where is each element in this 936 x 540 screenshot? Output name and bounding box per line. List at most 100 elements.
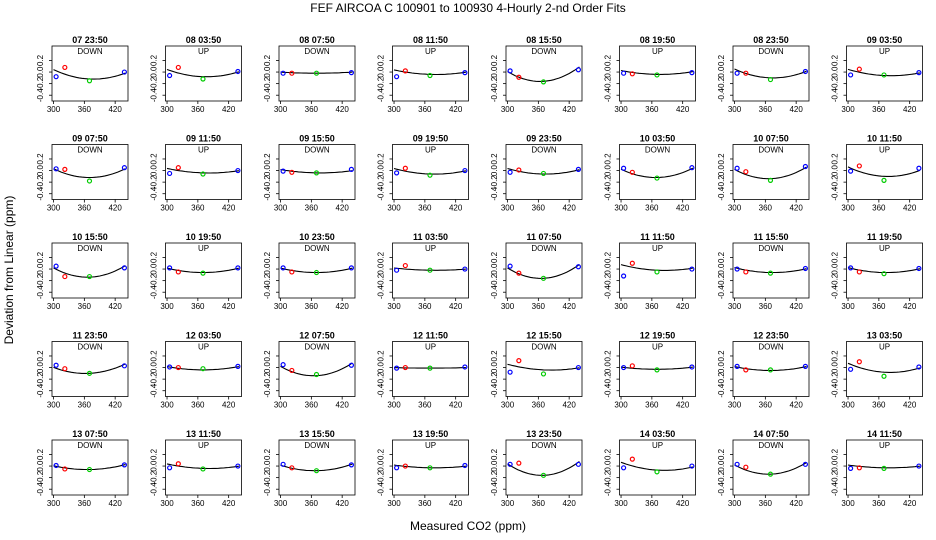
y-tick-label: 0.0	[717, 361, 726, 373]
panel-frame	[165, 341, 242, 397]
fit-curve	[280, 362, 353, 377]
data-point	[689, 266, 695, 272]
panel-title: 11 15:50	[753, 232, 788, 242]
data-point	[313, 371, 320, 378]
x-tick-label: 420	[449, 204, 463, 213]
y-tick-label: 0.0	[604, 460, 613, 472]
panel-title: 09 15:50	[299, 134, 335, 144]
y-tick-label: 0.0	[263, 263, 272, 275]
data-point	[743, 464, 749, 470]
data-point	[200, 171, 206, 177]
data-point	[734, 266, 740, 272]
panel-title: 12 19:50	[640, 331, 676, 341]
data-point	[462, 167, 468, 174]
data-point	[313, 70, 320, 76]
data-point	[516, 270, 522, 276]
y-tick-label: -0.2	[150, 470, 159, 484]
data-point	[348, 265, 355, 271]
fit-curve	[53, 69, 126, 80]
panel-direction: UP	[425, 244, 436, 253]
data-point	[427, 465, 433, 471]
panel-frame	[278, 242, 356, 299]
y-tick-label: 0.2	[490, 54, 499, 66]
y-tick-label: 0.0	[36, 66, 45, 78]
data-point	[200, 76, 206, 82]
panel-frame	[392, 439, 469, 496]
panel-frame	[392, 45, 469, 102]
y-tick-label: -0.2	[263, 372, 272, 386]
data-point	[802, 265, 809, 272]
y-tick-label: 0.0	[377, 460, 386, 472]
y-tick-label: 0.0	[717, 66, 726, 78]
panel: 10 15:50 DOWN -0.4-0.20.00.2 300 360 420	[36, 232, 129, 311]
y-tick-label: 0.0	[377, 263, 386, 275]
x-tick-label: 300	[274, 302, 288, 311]
y-tick-label: 0.0	[150, 263, 159, 275]
data-point	[394, 74, 400, 80]
y-tick-label: 0.2	[377, 251, 386, 263]
panel-direction: UP	[198, 146, 209, 155]
data-point	[848, 265, 854, 271]
data-point	[689, 165, 695, 171]
x-tick-label: 420	[335, 302, 349, 311]
data-point	[462, 462, 468, 469]
data-point	[167, 465, 173, 471]
data-point	[121, 462, 128, 468]
data-point	[280, 168, 286, 174]
data-point	[629, 363, 635, 369]
x-tick-label: 360	[645, 204, 659, 213]
fit-curve	[734, 366, 807, 371]
y-tick-label: 0.0	[150, 66, 159, 78]
y-tick-label: 0.2	[36, 54, 45, 66]
panel-direction: DOWN	[304, 441, 330, 450]
data-point	[289, 367, 295, 374]
data-point	[540, 275, 547, 281]
panel-frame	[732, 242, 810, 299]
panel-title: 13 03:50	[867, 331, 903, 341]
panel-title: 11 07:50	[526, 232, 561, 242]
y-tick-label: 0.0	[831, 361, 840, 373]
fit-curve	[393, 267, 466, 271]
data-point	[53, 263, 59, 269]
x-tick-label: 420	[335, 105, 349, 114]
panel-title: 08 07:50	[299, 35, 335, 45]
y-tick-label: 0.2	[150, 251, 159, 263]
data-point	[802, 363, 809, 369]
y-tick-label: 0.2	[604, 448, 613, 460]
panel: 08 07:50 DOWN -0.4-0.20.00.2 300 360 420	[263, 35, 356, 114]
y-axis-label: Deviation from Linear (ppm)	[2, 196, 16, 345]
x-tick-label: 300	[841, 401, 855, 410]
x-tick-label: 420	[449, 401, 463, 410]
data-point	[848, 366, 854, 372]
panel-frame	[278, 439, 356, 496]
panel: 12 03:50 UP -0.4-0.20.00.2 300 360 420	[150, 331, 242, 410]
y-tick-label: 0.2	[36, 153, 45, 165]
y-tick-label: -0.4	[263, 88, 272, 102]
panel: 09 23:50 DOWN -0.4-0.20.00.2 300 360 420	[490, 134, 583, 213]
panel-direction: UP	[425, 47, 436, 56]
data-point	[689, 364, 695, 370]
panel-direction: DOWN	[304, 146, 330, 155]
y-tick-label: 0.0	[831, 164, 840, 176]
fit-curve	[53, 168, 126, 179]
x-tick-label: 360	[532, 499, 546, 508]
panel-direction: DOWN	[77, 244, 103, 253]
data-point	[53, 166, 59, 172]
panel-direction: DOWN	[531, 146, 557, 155]
y-tick-label: -0.4	[150, 88, 159, 102]
fit-curve	[53, 363, 126, 374]
data-point	[427, 267, 433, 273]
panel-direction: UP	[652, 441, 663, 450]
data-point	[175, 64, 181, 71]
y-tick-label: 0.2	[377, 153, 386, 165]
x-tick-label: 300	[160, 499, 174, 508]
data-point	[235, 68, 241, 75]
x-tick-label: 360	[532, 204, 546, 213]
x-tick-label: 360	[78, 302, 92, 311]
x-tick-label: 420	[108, 302, 122, 311]
data-point	[881, 271, 887, 277]
data-point	[402, 68, 408, 74]
y-tick-label: 0.0	[36, 164, 45, 176]
panel-direction: UP	[198, 47, 209, 56]
